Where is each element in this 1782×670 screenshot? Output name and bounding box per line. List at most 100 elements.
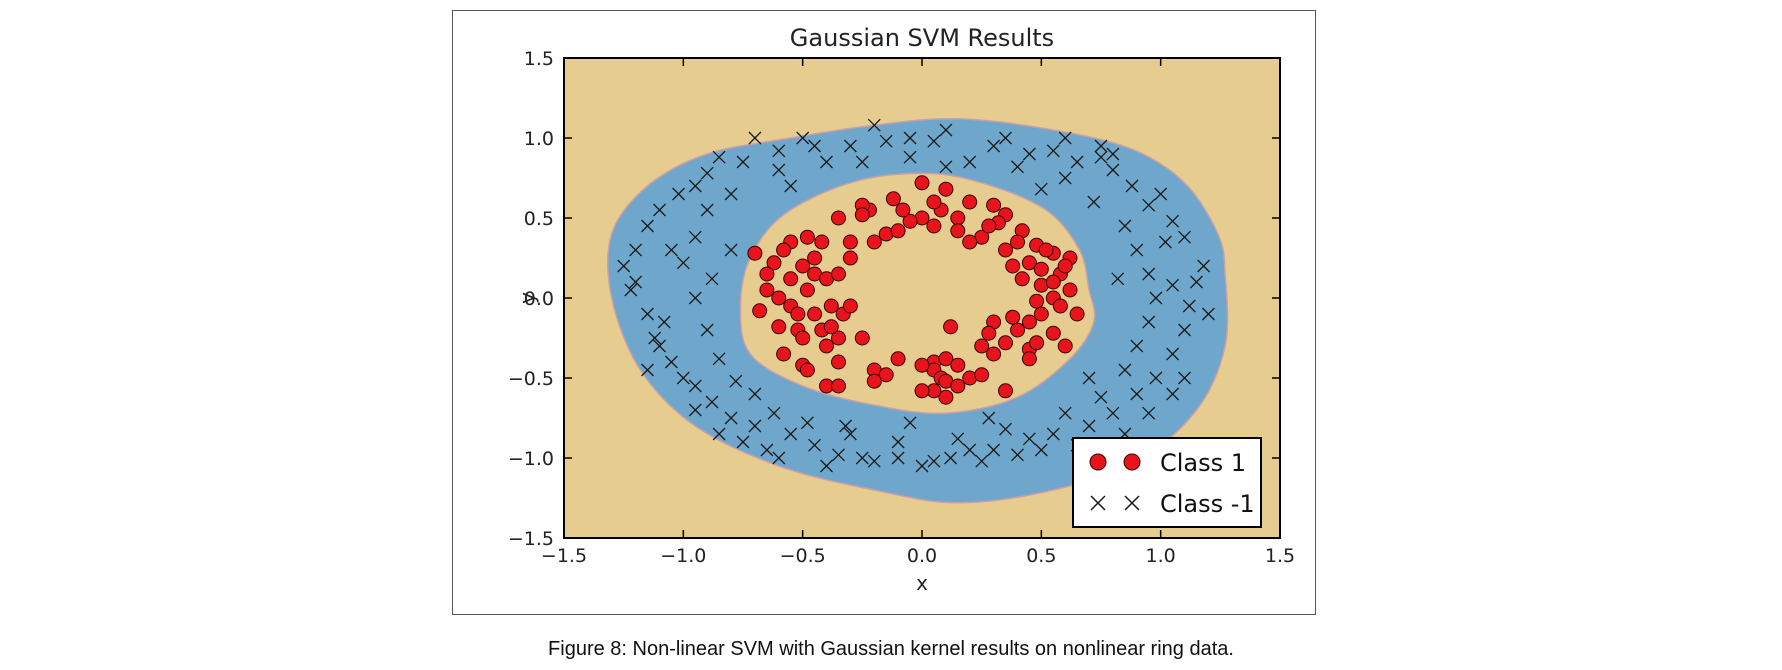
axis-ticks: −1.5 −1.0 −0.5 0.0 0.5 1.0 1.5 −1.5 −1.0 −0.5 0.0 0… <box>508 48 1295 567</box>
class-neg1-point <box>664 243 678 257</box>
class1-point <box>795 258 811 274</box>
class1-point <box>854 330 870 346</box>
class1-point <box>807 250 823 266</box>
class1-point <box>1045 274 1061 290</box>
class1-point <box>895 202 911 218</box>
y-tick-label: 1.0 <box>524 128 554 150</box>
class1-point <box>799 282 815 298</box>
class1-point <box>790 306 806 322</box>
class1-point <box>759 266 775 282</box>
class1-point <box>1033 306 1049 322</box>
class-neg1-point <box>736 155 750 169</box>
class-neg1-point <box>705 395 719 409</box>
class1-point <box>766 255 782 271</box>
legend-class1-label: Class 1 <box>1160 449 1246 477</box>
class-neg1-point <box>641 363 654 377</box>
class-neg1-point <box>982 411 996 425</box>
class-neg1-point <box>1142 267 1156 281</box>
class1-point <box>914 357 930 373</box>
class-neg1-point <box>1094 390 1108 404</box>
class-neg1-point <box>1125 179 1139 193</box>
class-neg1-point <box>891 435 905 449</box>
legend-class-neg1-marker-a <box>1090 495 1106 511</box>
class1-point <box>1045 325 1061 341</box>
class1-point <box>943 319 959 335</box>
class-neg1-point <box>676 256 690 270</box>
class-neg1-point <box>700 203 714 217</box>
class1-point <box>974 338 990 354</box>
class-neg1-point <box>820 459 833 473</box>
class-neg1-point <box>1011 448 1024 462</box>
class1-point <box>842 234 858 250</box>
class-neg1-point <box>796 131 810 145</box>
class-neg1-point <box>729 374 743 388</box>
class1-point <box>1052 298 1068 314</box>
class1-point <box>890 351 906 367</box>
class-neg1-point <box>903 416 917 430</box>
class-neg1-point <box>1046 427 1060 441</box>
x-tick-label: −0.5 <box>780 545 826 567</box>
class-neg1-point <box>617 259 631 273</box>
class-neg1-point <box>1011 160 1024 174</box>
class-neg1-point <box>1034 443 1048 457</box>
class1-point <box>747 245 763 261</box>
class-neg1-point <box>624 283 638 297</box>
class1-point <box>866 234 882 250</box>
class-neg1-point <box>724 243 738 257</box>
class-neg1-point <box>784 179 798 193</box>
class1-point <box>799 229 815 245</box>
y-tick-label: 0.5 <box>524 208 554 230</box>
class-neg1-point <box>1166 278 1180 292</box>
class-neg1-point <box>700 166 714 180</box>
class1-point <box>831 330 846 346</box>
class1-point <box>823 298 839 314</box>
y-axis-label: y <box>515 292 539 304</box>
class-neg1-point <box>1142 406 1156 420</box>
class1-point <box>938 389 954 405</box>
class1-point <box>1005 258 1021 274</box>
class1-point <box>950 210 966 226</box>
class-neg1-point <box>1082 371 1096 385</box>
class-neg1-point <box>975 454 989 468</box>
class1-point <box>938 351 954 367</box>
class-neg1-point <box>1197 259 1211 273</box>
class1-point <box>914 383 930 399</box>
class-neg1-point <box>772 451 786 465</box>
class-neg1-point <box>1166 214 1180 228</box>
class-neg1-point <box>641 307 654 321</box>
class-neg1-point <box>867 454 881 468</box>
class1-point <box>890 223 906 239</box>
class-neg1-point <box>999 131 1012 145</box>
y-tick-label: 0.0 <box>524 288 554 310</box>
class-neg1-point <box>653 339 666 353</box>
legend-class-neg1-marker-b <box>1124 495 1140 511</box>
class1-point <box>1057 258 1073 274</box>
y-tick-label: −1.0 <box>508 448 554 470</box>
class-neg1-point <box>657 315 671 329</box>
class-neg1-point <box>641 219 654 233</box>
class1-point <box>1062 282 1078 298</box>
class-neg1-point <box>832 448 845 462</box>
class1-point <box>759 282 775 298</box>
class-neg1-point <box>1154 187 1168 201</box>
class-neg1-point <box>1094 150 1108 164</box>
class-neg1-point <box>903 131 917 145</box>
class-neg1-point <box>820 155 833 169</box>
class-neg1-point <box>700 323 714 337</box>
class-neg1-point <box>951 432 965 446</box>
class1-point <box>1010 234 1025 250</box>
class-neg1-point <box>1166 387 1180 401</box>
class-neg1-point <box>664 355 678 369</box>
legend-class1-marker-a <box>1089 453 1107 471</box>
class-neg1-point <box>760 443 774 457</box>
class-neg1-point <box>999 422 1012 436</box>
class-neg1-point <box>772 144 786 158</box>
class-neg1-point <box>1058 406 1072 420</box>
class1-point <box>1014 271 1030 287</box>
class1-point <box>771 319 787 335</box>
class1-point <box>854 207 870 223</box>
class-neg1-point <box>1106 406 1120 420</box>
class1-point <box>998 242 1013 258</box>
class-neg1-point <box>867 118 881 132</box>
legend: Class 1 Class -1 <box>1072 437 1262 528</box>
